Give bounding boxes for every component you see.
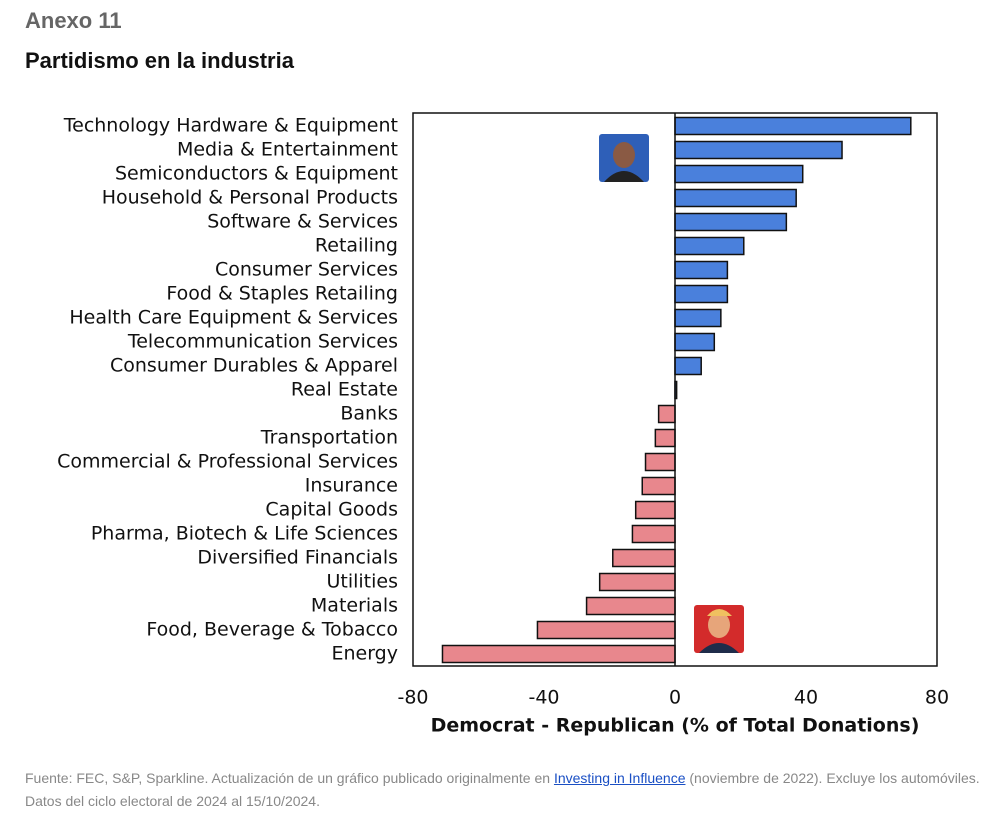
bar — [585, 596, 676, 616]
bar — [634, 500, 676, 520]
x-tick-label: 80 — [925, 687, 949, 709]
bar — [674, 308, 722, 328]
y-tick-label: Software & Services — [207, 211, 398, 233]
bar — [441, 644, 676, 664]
bar — [674, 284, 729, 304]
bar — [674, 212, 788, 232]
y-tick-label: Commercial & Professional Services — [57, 451, 398, 473]
bar — [674, 188, 797, 208]
footnote: Fuente: FEC, S&P, Sparkline. Actualizaci… — [25, 767, 997, 813]
x-tick-label: -40 — [528, 687, 559, 709]
y-tick-label: Energy — [331, 643, 398, 665]
y-tick-label: Semiconductors & Equipment — [115, 163, 398, 185]
bar — [674, 260, 729, 280]
y-tick-label: Real Estate — [291, 379, 398, 401]
bar — [612, 548, 676, 568]
bar — [657, 404, 676, 424]
bar — [674, 164, 804, 184]
bar — [674, 116, 912, 136]
y-tick-label: Banks — [340, 403, 398, 425]
chart-title: Partidismo en la industria — [25, 48, 295, 73]
y-tick-label: Materials — [311, 595, 398, 617]
exhibit-label: Anexo 11 — [25, 8, 122, 33]
bar — [674, 140, 843, 160]
y-tick-label: Health Care Equipment & Services — [69, 307, 398, 329]
footnote-link[interactable]: Investing in Influence — [553, 770, 686, 786]
y-tick-label: Consumer Durables & Apparel — [110, 355, 398, 377]
y-tick-label: Diversified Financials — [197, 547, 398, 569]
y-tick-label: Telecommunication Services — [127, 331, 398, 353]
y-tick-label: Utilities — [326, 571, 398, 593]
bar — [644, 452, 676, 472]
x-axis-title: Democrat - Republican (% of Total Donati… — [431, 715, 920, 737]
x-tick-label: 40 — [794, 687, 818, 709]
y-tick-label: Food, Beverage & Tobacco — [146, 619, 398, 641]
y-tick-label: Transportation — [260, 427, 398, 449]
y-tick-label: Household & Personal Products — [102, 187, 398, 209]
y-tick-label: Insurance — [305, 475, 398, 497]
y-tick-label: Food & Staples Retailing — [166, 283, 398, 305]
bar — [674, 332, 716, 352]
bar — [641, 476, 676, 496]
bar — [674, 236, 745, 256]
bar — [674, 356, 702, 376]
bar — [536, 620, 676, 640]
x-tick-label: -80 — [397, 687, 428, 709]
y-tick-label: Capital Goods — [265, 499, 398, 521]
y-tick-label: Retailing — [315, 235, 398, 257]
bar — [654, 428, 676, 448]
y-tick-label: Pharma, Biotech & Life Sciences — [91, 523, 398, 545]
x-tick-label: 0 — [669, 687, 681, 709]
bar — [598, 572, 676, 592]
republican-photo — [694, 605, 744, 653]
footnote-text: Fuente: FEC, S&P, Sparkline. Actualizaci… — [25, 770, 554, 786]
y-tick-label: Consumer Services — [215, 259, 398, 281]
democrat-photo — [599, 134, 649, 182]
footnote-text: (noviembre de 2022). Excluye los automóv… — [25, 770, 980, 809]
y-tick-label: Media & Entertainment — [177, 139, 398, 161]
y-tick-label: Technology Hardware & Equipment — [63, 115, 398, 137]
bar — [631, 524, 676, 544]
